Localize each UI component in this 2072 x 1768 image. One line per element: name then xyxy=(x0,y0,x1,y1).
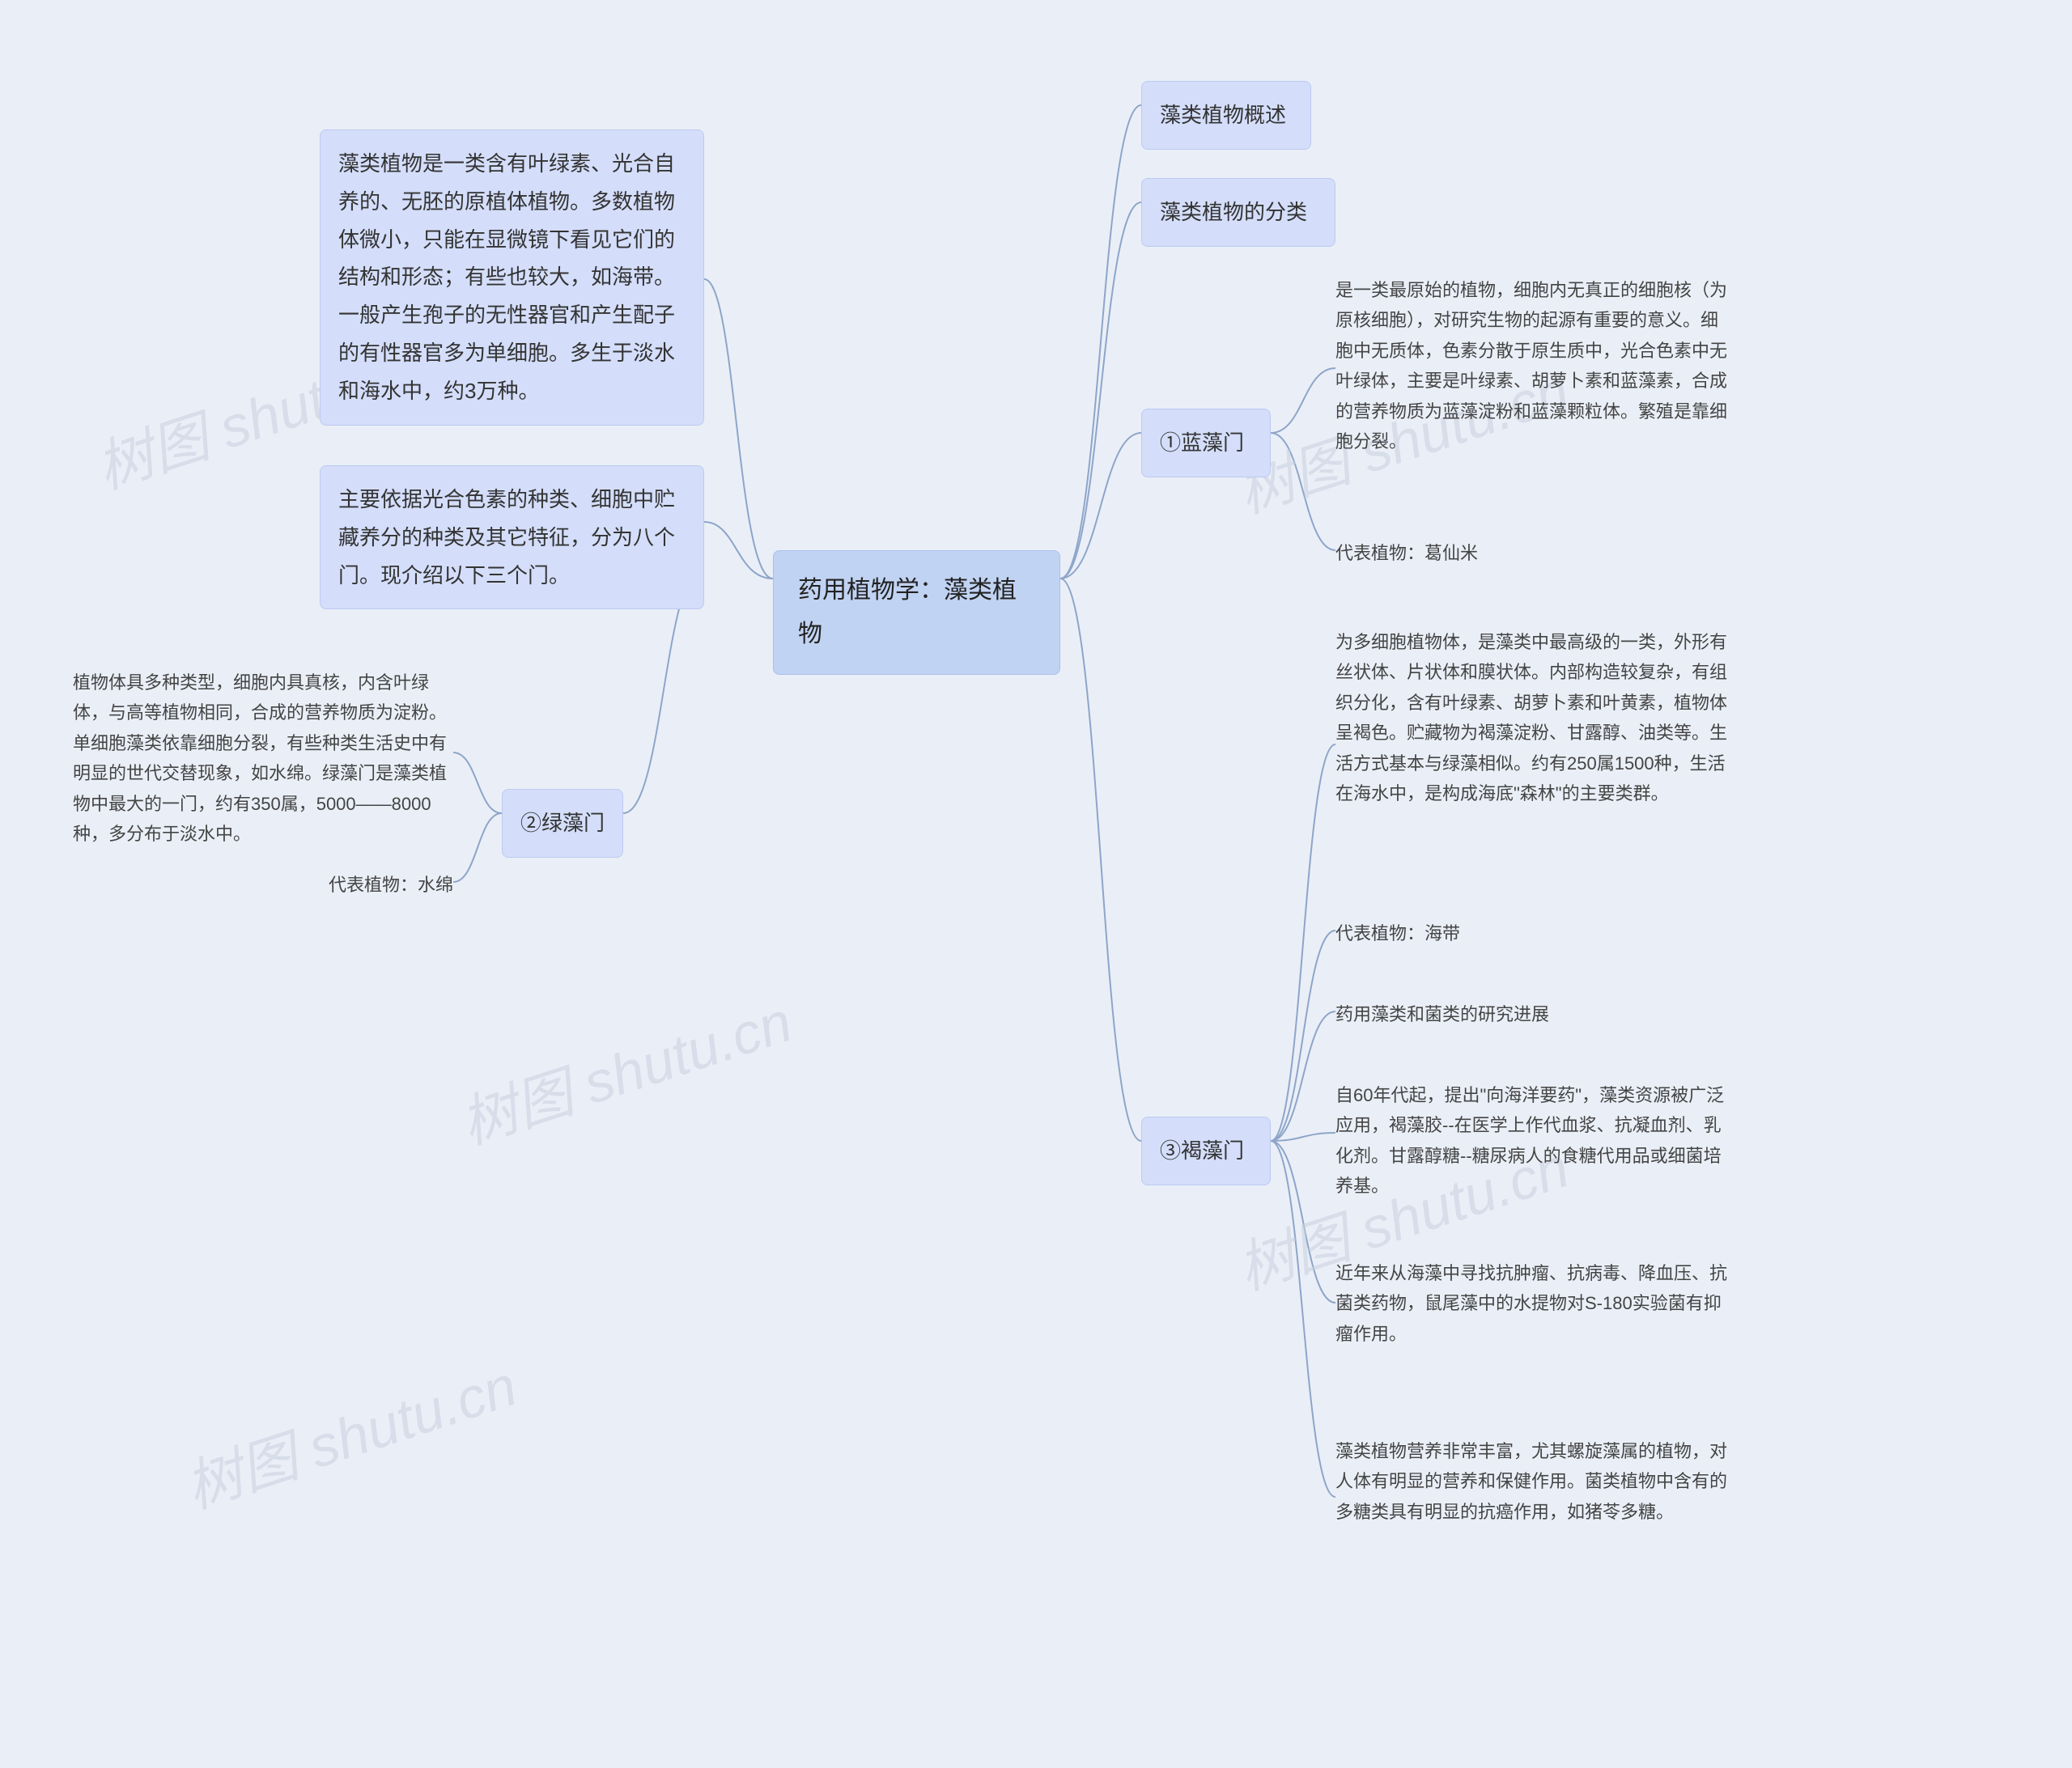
watermark: 树图 shutu.cn xyxy=(174,1341,526,1524)
blue-algae-desc: 是一类最原始的植物，细胞内无真正的细胞核（为原核细胞），对研究生物的起源有重要的… xyxy=(1335,275,1732,456)
blue-algae-rep: 代表植物：葛仙米 xyxy=(1335,538,1578,568)
brown-algae-research-title: 药用藻类和菌类的研究进展 xyxy=(1335,999,1659,1029)
classification-box: 主要依据光合色素的种类、细胞中贮藏养分的种类及其它特征，分为八个门。现介绍以下三… xyxy=(320,465,704,609)
brown-algae-desc: 为多细胞植物体，是藻类中最高级的一类，外形有丝状体、片状体和膜状体。内部构造较复… xyxy=(1335,627,1732,808)
blue-algae-node: ①蓝藻门 xyxy=(1141,409,1271,477)
classification-label: 藻类植物的分类 xyxy=(1141,178,1335,247)
watermark: 树图 shutu.cn xyxy=(449,977,801,1160)
root-node: 药用植物学：藻类植物 xyxy=(773,550,1060,675)
green-algae-node: ②绿藻门 xyxy=(502,789,623,858)
brown-algae-rep: 代表植物：海带 xyxy=(1335,918,1578,948)
brown-algae-node: ③褐藻门 xyxy=(1141,1117,1271,1185)
overview-label: 藻类植物概述 xyxy=(1141,81,1311,150)
brown-algae-p1: 自60年代起，提出"向海洋要药"，藻类资源被广泛应用，褐藻胶--在医学上作代血浆… xyxy=(1335,1080,1732,1202)
brown-algae-p3: 藻类植物营养非常丰富，尤其螺旋藻属的植物，对人体有明显的营养和保健作用。菌类植物… xyxy=(1335,1436,1732,1527)
green-algae-rep: 代表植物：水绵 xyxy=(308,870,453,900)
overview-box: 藻类植物是一类含有叶绿素、光合自养的、无胚的原植体植物。多数植物体微小，只能在显… xyxy=(320,129,704,426)
brown-algae-p2: 近年来从海藻中寻找抗肿瘤、抗病毒、降血压、抗菌类药物，鼠尾藻中的水提物对S-18… xyxy=(1335,1258,1732,1349)
green-algae-desc: 植物体具多种类型，细胞内具真核，内含叶绿体，与高等植物相同，合成的营养物质为淀粉… xyxy=(73,668,453,849)
